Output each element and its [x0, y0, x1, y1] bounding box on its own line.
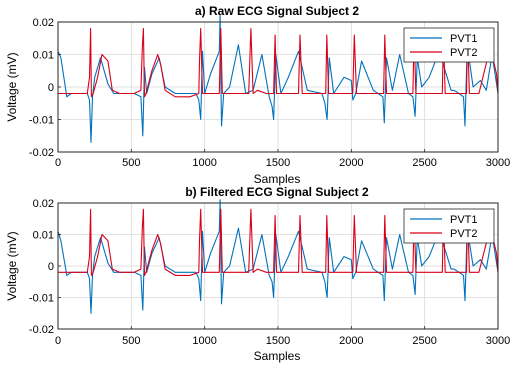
y-tick-label: 0: [48, 82, 54, 94]
chart-panel-filtered: b) Filtered ECG Signal Subject 2 0 500 100…: [5, 185, 510, 363]
x-tick-label: 1500: [266, 335, 290, 347]
x-tick-label: 2500: [412, 335, 436, 347]
chart-title: b) Filtered ECG Signal Subject 2: [185, 185, 369, 199]
x-tick-label: 2000: [339, 157, 363, 169]
x-tick-label: 0: [55, 335, 61, 347]
y-tick-label: 0.01: [33, 230, 54, 242]
legend: PVT1 PVT2: [403, 208, 495, 244]
series-line-pvt2: [58, 208, 499, 276]
legend-label-pvt1: PVT1: [450, 214, 478, 226]
chart-panel-raw: a) Raw ECG Signal Subject 2 0 500 1000 1500…: [5, 4, 510, 186]
y-tick-label: 0: [48, 261, 54, 273]
y-axis-label: Voltage (mV): [5, 231, 19, 300]
y-tick-label: -0.02: [29, 324, 54, 336]
x-axis-label: Samples: [254, 349, 301, 363]
y-tick-label: 0.02: [33, 198, 54, 210]
x-tick-label: 1500: [266, 157, 290, 169]
y-axis-label: Voltage (mV): [5, 52, 19, 121]
x-tick-label: 2000: [339, 335, 363, 347]
x-tick-label: 1000: [192, 157, 216, 169]
x-axis-ticks: 0 500 1000 1500 2000 2500 3000: [55, 149, 510, 169]
x-axis-ticks: 0 500 1000 1500 2000 2500 3000: [55, 326, 510, 347]
chart-title: a) Raw ECG Signal Subject 2: [195, 4, 359, 18]
legend-label-pvt2: PVT2: [450, 47, 478, 59]
x-tick-label: 2500: [412, 157, 436, 169]
x-axis-label: Samples: [254, 172, 301, 186]
y-tick-label: -0.01: [29, 293, 54, 305]
series-layer: [57, 14, 499, 143]
legend-label-pvt2: PVT2: [450, 228, 478, 240]
legend-box: [403, 27, 495, 63]
x-tick-label: 3000: [486, 157, 510, 169]
legend-label-pvt1: PVT1: [450, 33, 478, 45]
y-axis-ticks: -0.02 -0.01 0 0.01 0.02: [29, 17, 61, 159]
x-tick-label: 0: [55, 157, 61, 169]
y-axis-ticks: -0.02 -0.01 0 0.01 0.02: [29, 198, 61, 336]
x-tick-label: 1000: [192, 335, 216, 347]
legend: PVT1 PVT2: [403, 27, 495, 63]
legend-box: [403, 208, 495, 244]
y-tick-label: -0.02: [29, 147, 54, 159]
series-line-pvt2: [58, 27, 499, 98]
x-tick-label: 500: [122, 335, 140, 347]
series-layer: [57, 199, 499, 314]
y-tick-label: 0.01: [33, 50, 54, 62]
x-tick-label: 500: [122, 157, 140, 169]
x-tick-label: 3000: [486, 335, 510, 347]
y-tick-label: -0.01: [29, 115, 54, 127]
y-tick-label: 0.02: [33, 17, 54, 29]
